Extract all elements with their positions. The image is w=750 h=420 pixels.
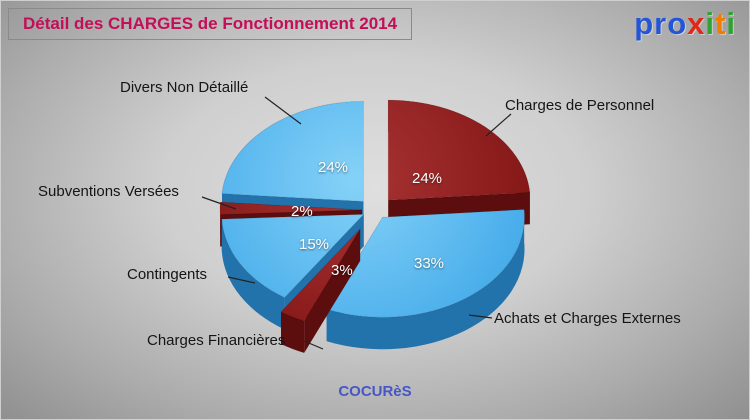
chart-title: Détail des CHARGES de Fonctionnement 201… — [23, 14, 398, 33]
logo-letter: t — [715, 6, 727, 41]
pie-slice-top — [387, 99, 531, 201]
callout-line-divers — [264, 96, 302, 125]
callout-line-achats — [468, 314, 493, 319]
pie-slice-top — [221, 100, 364, 202]
logo-letter: r — [654, 6, 668, 41]
slice-label-achats: Achats et Charges Externes — [494, 310, 681, 327]
logo-letter: i — [726, 6, 736, 41]
slice-label-subventions: Subventions Versées — [38, 183, 179, 200]
slice-pct-divers: 24% — [318, 159, 349, 176]
pie-slice-top — [280, 228, 361, 322]
pie-slices-group — [219, 99, 531, 353]
slice-label-personnel: Charges de Personnel — [505, 97, 655, 114]
callout-line-contingents — [227, 276, 256, 284]
logo-letter: i — [705, 6, 716, 41]
pie-slice-rim — [221, 219, 285, 330]
slice-pct-subventions: 2% — [291, 203, 313, 220]
slice-label-contingents: Contingents — [127, 266, 208, 283]
slice-pct-personnel: 24% — [412, 170, 443, 187]
pie-slice-top — [325, 208, 526, 318]
pie-slice-rim — [326, 209, 525, 350]
slice-label-divers: Divers Non Détaillé — [120, 79, 249, 96]
proxiti-logo: proxiti — [634, 6, 736, 42]
logo-letter: x — [687, 6, 706, 41]
callout-line-subventions — [201, 196, 237, 210]
pie-slice-rim — [281, 312, 305, 353]
callout-line-financieres — [303, 340, 324, 350]
slice-pct-achats: 33% — [414, 255, 445, 272]
callout-lines — [201, 96, 512, 350]
pie-slice-top — [221, 213, 365, 299]
chart-title-box: Détail des CHARGES de Fonctionnement 201… — [8, 8, 413, 40]
pie-slice-top — [219, 201, 363, 216]
logo-letter: o — [667, 6, 688, 41]
slice-pct-contingents: 15% — [299, 236, 330, 253]
callout-line-personnel — [485, 113, 512, 137]
slice-label-financieres: Charges Financières — [147, 332, 286, 349]
footer-label: COCURèS — [338, 383, 412, 400]
logo-letter: p — [634, 6, 655, 41]
slice-pct-financieres: 3% — [331, 262, 353, 279]
